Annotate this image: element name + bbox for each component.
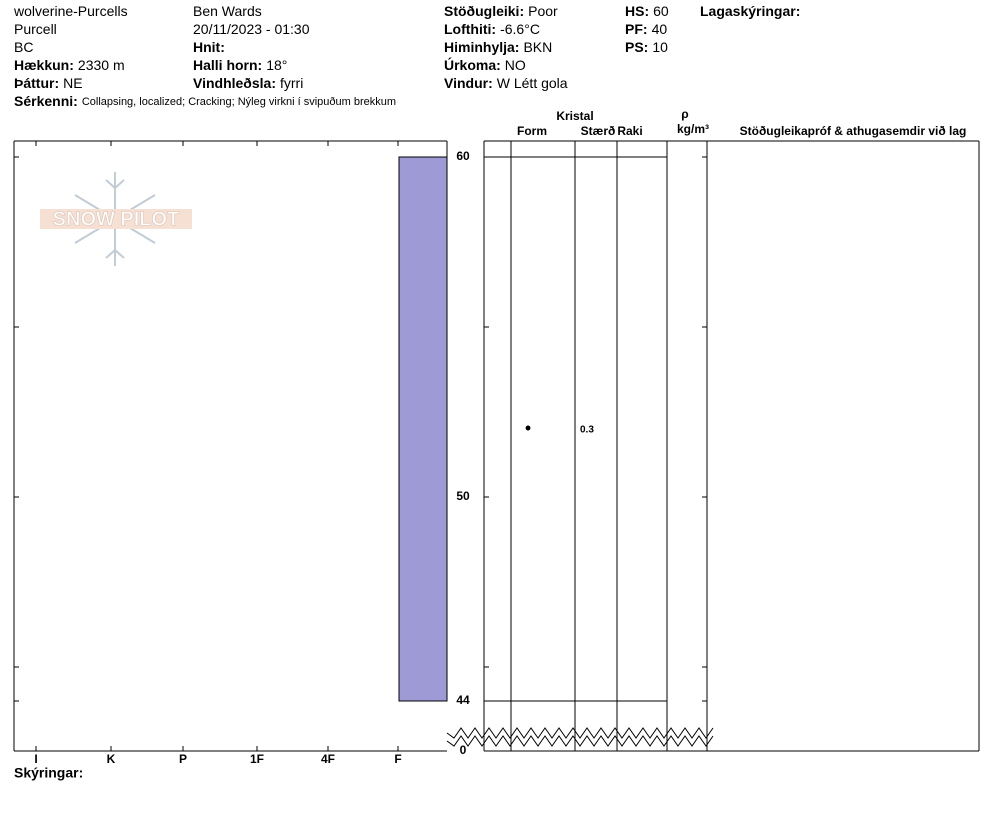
field-value: NO	[505, 57, 526, 73]
field-label: PF:	[625, 21, 648, 37]
column-header: Raki	[617, 124, 642, 138]
header-field: Vindhleðsla: fyrri	[193, 75, 303, 91]
field-label: PS:	[625, 39, 648, 55]
header-field: 20/11/2023 - 01:30	[193, 21, 310, 37]
field-value: 60	[653, 3, 669, 19]
x-tick-label: 1F	[250, 752, 264, 766]
field-value: W Létt gola	[497, 75, 568, 91]
field-label: Stöðugleiki:	[444, 3, 524, 19]
header-field: Purcell	[14, 21, 57, 37]
field-value: Ben Wards	[193, 3, 262, 19]
header-field: Úrkoma: NO	[444, 56, 526, 73]
field-label: Himinhylja:	[444, 39, 519, 55]
field-label: HS:	[625, 3, 649, 19]
header-field: Hnit:	[193, 39, 225, 55]
header-field: PS: 10	[625, 39, 668, 55]
column-header: Stærð	[581, 124, 616, 138]
header-field: wolverine-Purcells	[13, 3, 128, 19]
x-tick-label: K	[107, 752, 116, 766]
field-value: wolverine-Purcells	[13, 3, 128, 19]
grain-form: •	[525, 418, 531, 438]
field-label: Hnit:	[193, 39, 225, 55]
field-label: Hækkun:	[14, 57, 74, 73]
logo-text: SNOW PILOT	[53, 208, 180, 230]
field-value: NE	[63, 75, 82, 91]
x-tick-label: P	[179, 752, 187, 766]
field-label: Vindur:	[444, 75, 493, 91]
field-value: 40	[652, 21, 668, 37]
header-field: Himinhylja: BKN	[444, 39, 552, 55]
axis-break	[446, 727, 714, 739]
y-tick-label: 60	[456, 149, 470, 163]
y-tick-label: 0	[460, 743, 467, 757]
field-value: 2330 m	[78, 57, 125, 73]
x-tick-label: 4F	[321, 752, 335, 766]
header-field: Stöðugleiki: Poor	[444, 3, 558, 19]
field-label: Vindhleðsla:	[193, 75, 276, 91]
field-label: Lagaskýringar:	[700, 3, 800, 19]
field-value: BKN	[523, 39, 552, 55]
field-value: BC	[14, 39, 33, 55]
x-tick-label: I	[34, 752, 37, 766]
header-field: PF: 40	[625, 21, 667, 37]
field-value: Collapsing, localized; Cracking; Nýleg v…	[82, 96, 396, 108]
column-header: Form	[517, 124, 547, 138]
header-field: Hækkun: 2330 m	[14, 57, 125, 73]
logo: SNOW PILOT	[40, 172, 192, 266]
field-value: -6.6°C	[500, 21, 540, 37]
header-field: Lagaskýringar:	[700, 3, 800, 19]
y-tick-label: 44	[456, 693, 470, 707]
field-value: Purcell	[14, 21, 57, 37]
field-label: Sérkenni:	[14, 93, 78, 109]
header-field: Lofthiti: -6.6°C	[444, 21, 540, 37]
x-tick-label: F	[394, 752, 401, 766]
field-value: 18°	[266, 57, 287, 73]
header-field: Þáttur: NE	[14, 75, 83, 91]
column-header: kg/m³	[677, 122, 709, 136]
field-value: 20/11/2023 - 01:30	[193, 21, 310, 37]
header-field: HS: 60	[625, 3, 669, 19]
field-value: 10	[652, 39, 668, 55]
field-label: Þáttur:	[14, 75, 59, 91]
y-tick-label: 50	[456, 489, 470, 503]
legend-label: Skýringar:	[14, 765, 83, 781]
field-label: Úrkoma:	[444, 56, 501, 73]
header-field: Vindur: W Létt gola	[444, 75, 568, 91]
header-field: Sérkenni: Collapsing, localized; Cracking…	[14, 93, 396, 109]
field-label: Lofthiti:	[444, 21, 496, 37]
column-header: Stöðugleikapróf & athugasemdir við lag	[740, 124, 967, 138]
field-label: Halli horn:	[193, 57, 262, 73]
hardness-bar	[398, 156, 448, 702]
header-field: Halli horn: 18°	[193, 57, 287, 73]
axis-break	[446, 735, 714, 747]
field-value: fyrri	[280, 75, 303, 91]
column-header: ρ	[681, 107, 688, 121]
column-header: Kristal	[556, 109, 593, 123]
field-value: Poor	[528, 3, 558, 19]
header-field: BC	[14, 39, 33, 55]
header-field: Ben Wards	[193, 3, 262, 19]
grain-size: 0.3	[580, 425, 594, 436]
